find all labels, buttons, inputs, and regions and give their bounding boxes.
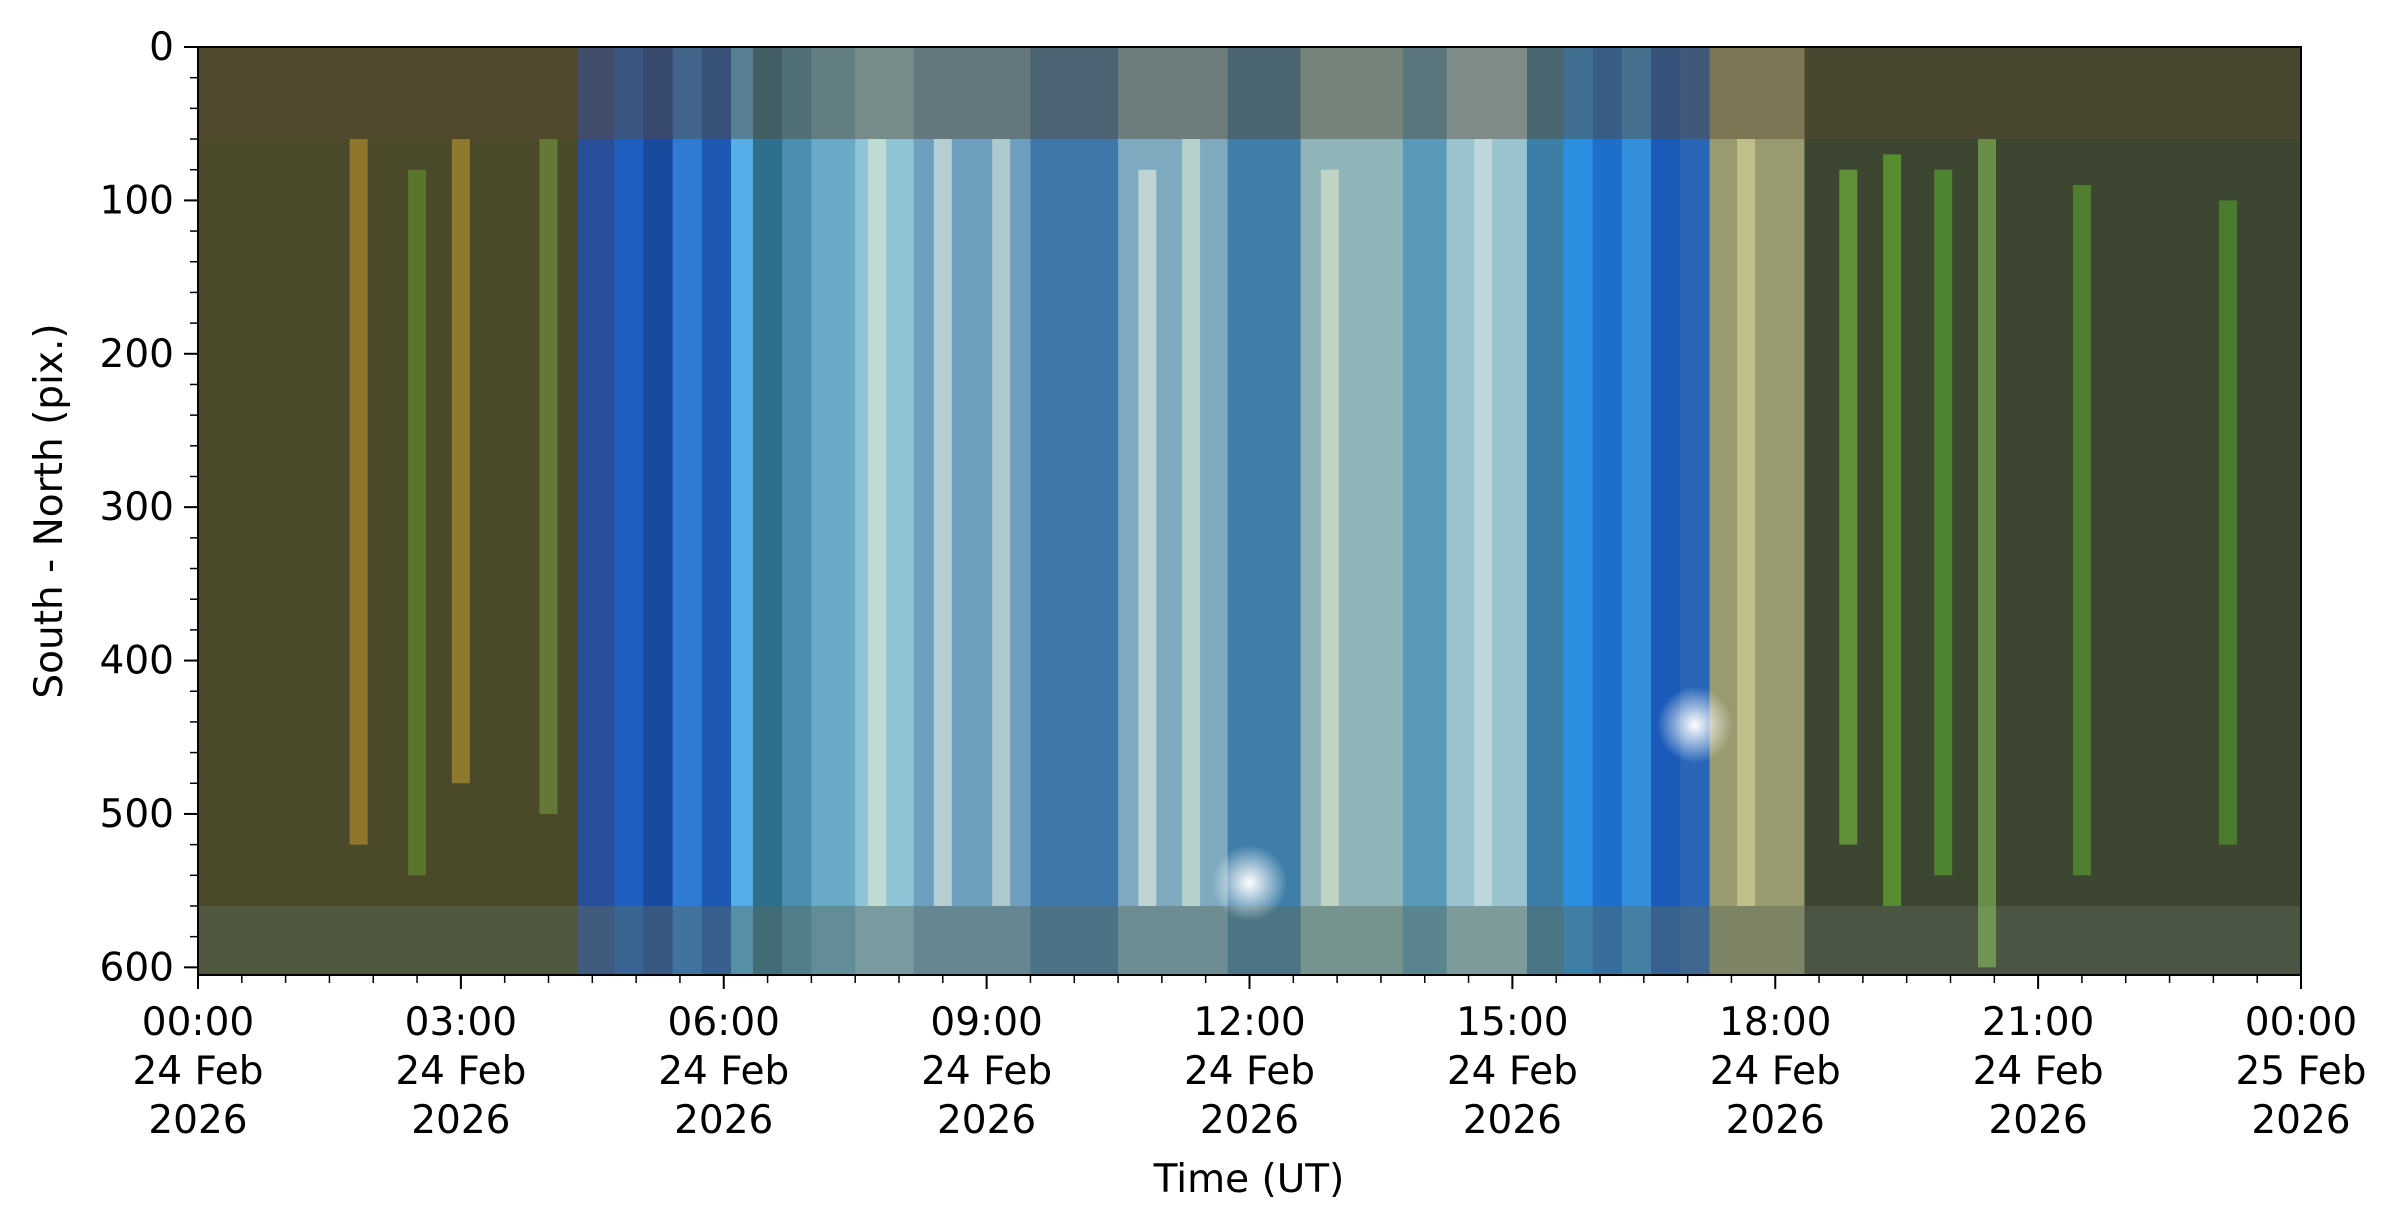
band-7	[752, 47, 783, 975]
streak-10	[1474, 139, 1493, 906]
streak-14	[1934, 169, 1953, 876]
streak-11	[1737, 139, 1756, 906]
streak-6	[992, 139, 1011, 906]
y-axis-ticks: 0 100 200 300 400 500 600	[100, 25, 198, 990]
streak-4	[868, 139, 887, 906]
x-tick-label: 03:00 24 Feb 2026	[395, 1000, 526, 1143]
band-5	[701, 47, 732, 975]
streak-0	[349, 139, 368, 845]
streak-2	[408, 169, 427, 876]
band-3	[643, 47, 674, 975]
keogram-bright-spots	[1211, 686, 1733, 921]
streak-9	[1320, 169, 1339, 906]
band-20	[1592, 47, 1623, 975]
x-tick-label: 09:00 24 Feb 2026	[921, 1000, 1052, 1143]
x-tick-label: 12:00 24 Feb 2026	[1184, 1000, 1315, 1143]
streak-5	[933, 139, 952, 906]
streak-7	[1138, 169, 1157, 906]
band-24	[1709, 47, 1805, 975]
x-tick-label: 21:00 24 Feb 2026	[1973, 1000, 2104, 1143]
y-tick-label: 0	[149, 25, 174, 70]
band-21	[1621, 47, 1652, 975]
band-6	[731, 47, 754, 975]
x-axis-label: Time (UT)	[1153, 1157, 1345, 1202]
y-tick-label: 400	[100, 639, 174, 684]
streak-15	[1978, 139, 1997, 968]
x-tick-label: 06:00 24 Feb 2026	[658, 1000, 789, 1143]
x-axis-ticks: 00:00 24 Feb 2026 03:00 24 Feb 2026 06:00 24 Fe…	[132, 975, 2367, 1143]
streak-1	[451, 139, 470, 784]
bright-spot-1	[1656, 686, 1733, 763]
band-2	[614, 47, 644, 975]
y-axis-label: South - North (pix.)	[27, 323, 72, 698]
band-23	[1680, 47, 1711, 975]
x-tick-label: 18:00 24 Feb 2026	[1710, 1000, 1841, 1143]
band-12	[1030, 47, 1119, 975]
band-19	[1563, 47, 1594, 975]
streak-13	[1883, 154, 1902, 906]
band-16	[1402, 47, 1448, 975]
streak-16	[2072, 185, 2091, 876]
plot-area	[198, 47, 2301, 975]
streak-3	[539, 139, 558, 814]
band-4	[672, 47, 703, 975]
band-11	[913, 47, 1031, 975]
horizontal-band-0	[198, 47, 2301, 140]
keogram-horizontal-bands	[198, 47, 2301, 975]
x-tick-label: 00:00 25 Feb 2026	[2235, 1000, 2366, 1143]
band-15	[1300, 47, 1404, 975]
band-13	[1118, 47, 1229, 975]
bright-spot-0	[1211, 844, 1288, 921]
band-22	[1651, 47, 1681, 975]
band-0	[198, 47, 579, 975]
y-tick-label: 600	[100, 945, 174, 990]
streak-17	[2218, 200, 2237, 845]
streak-8	[1182, 139, 1201, 906]
band-14	[1227, 47, 1302, 975]
y-tick-label: 300	[100, 485, 174, 530]
band-8	[782, 47, 812, 975]
band-1	[577, 47, 615, 975]
band-9	[811, 47, 856, 975]
y-tick-label: 100	[100, 178, 174, 223]
streak-12	[1839, 169, 1858, 845]
x-tick-label: 15:00 24 Feb 2026	[1447, 1000, 1578, 1143]
keogram-streaks	[349, 139, 2237, 968]
band-18	[1526, 47, 1564, 975]
y-tick-label: 500	[100, 792, 174, 837]
x-tick-label: 00:00 24 Feb 2026	[132, 1000, 263, 1143]
y-tick-label: 200	[100, 332, 174, 377]
